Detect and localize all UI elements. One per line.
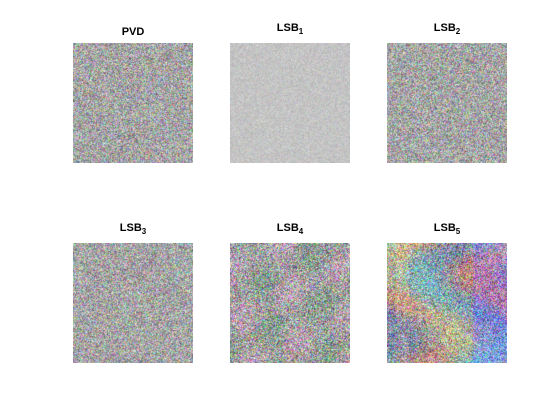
noise-image: [230, 243, 350, 363]
panel-title-main: LSB: [277, 222, 299, 234]
noise-image: [73, 243, 193, 363]
panel-title: LSB4: [230, 222, 350, 234]
panel-title-main: LSB: [120, 222, 142, 234]
panel-title-subscript: 3: [142, 227, 146, 236]
panel-title: LSB1: [230, 22, 350, 34]
panel-title: LSB5: [387, 222, 507, 234]
panel-title-main: LSB: [434, 222, 456, 234]
noise-image: [230, 43, 350, 163]
panel-title-subscript: 2: [456, 27, 460, 36]
panel-title: PVD: [73, 26, 193, 38]
panel-title: LSB2: [387, 22, 507, 34]
panel-title-main: LSB: [434, 22, 456, 34]
noise-image: [387, 43, 507, 163]
noise-image: [73, 43, 193, 163]
panel-title-main: PVD: [122, 26, 145, 38]
panel-title-main: LSB: [277, 22, 299, 34]
noise-image: [387, 243, 507, 363]
panel-title-subscript: 1: [299, 27, 303, 36]
panel-title-subscript: 4: [299, 227, 303, 236]
panel-title: LSB3: [73, 222, 193, 234]
panel-title-subscript: 5: [456, 227, 460, 236]
